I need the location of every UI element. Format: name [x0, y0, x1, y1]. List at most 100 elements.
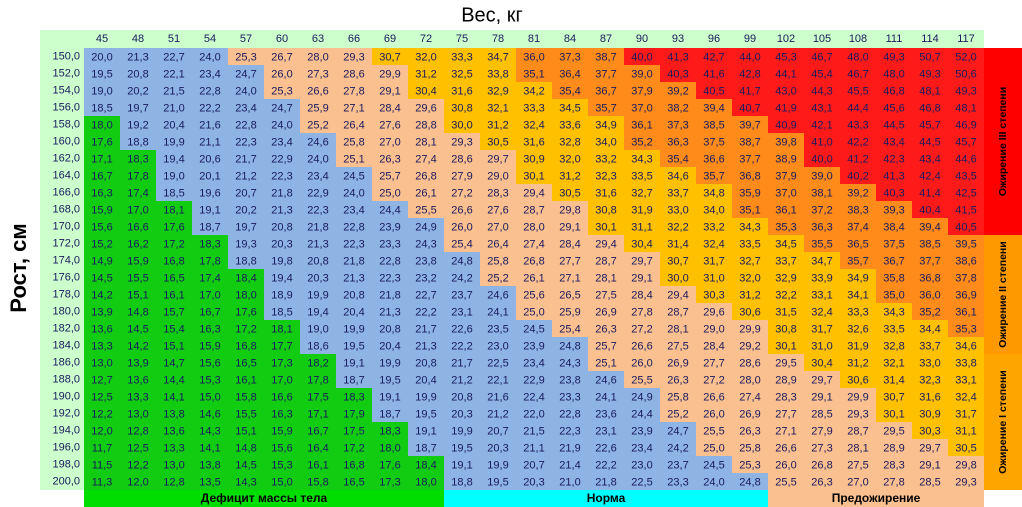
bmi-cell: [912, 252, 948, 269]
bmi-cell: [372, 371, 408, 388]
bmi-value: 27,4: [523, 238, 544, 250]
bmi-cell: [336, 167, 372, 184]
bmi-value: 25,1: [595, 357, 616, 369]
bmi-cell: [516, 99, 552, 116]
bmi-cell: [732, 303, 768, 320]
bmi-cell: [228, 473, 264, 490]
bmi-value: 31,7: [811, 323, 832, 335]
bmi-value: 12,5: [91, 391, 112, 403]
bmi-cell: [480, 422, 516, 439]
height-label: 150,0: [52, 50, 80, 62]
bmi-cell: [696, 337, 732, 354]
bmi-value: 18,3: [127, 153, 148, 165]
bmi-cell: [264, 439, 300, 456]
bmi-cell: [840, 82, 876, 99]
bmi-cell: [840, 320, 876, 337]
bmi-value: 50,7: [919, 51, 940, 63]
bmi-value: 40,3: [883, 187, 904, 199]
bmi-value: 23,8: [415, 255, 436, 267]
bmi-value: 19,4: [307, 306, 328, 318]
bmi-value: 28,0: [523, 221, 544, 233]
bmi-value: 14,2: [91, 289, 112, 301]
bmi-value: 22,9: [523, 374, 544, 386]
bmi-value: 15,8: [307, 476, 328, 488]
bmi-value: 28,0: [739, 374, 760, 386]
bmi-cell: [804, 286, 840, 303]
bmi-cell: [408, 269, 444, 286]
bmi-value: 41,6: [703, 68, 724, 80]
bmi-value: 31,1: [631, 221, 652, 233]
bmi-cell: [156, 65, 192, 82]
bmi-cell: [228, 235, 264, 252]
bmi-value: 27,5: [595, 289, 616, 301]
bmi-cell: [804, 218, 840, 235]
bmi-value: 29,1: [811, 391, 832, 403]
bmi-cell: [696, 184, 732, 201]
bmi-cell: [588, 48, 624, 65]
bmi-value: 17,8: [199, 255, 220, 267]
bmi-value: 33,2: [595, 153, 616, 165]
bmi-cell: [120, 133, 156, 150]
bmi-value: 14,3: [199, 425, 220, 437]
bmi-value: 18,7: [199, 221, 220, 233]
bmi-value: 16,3: [91, 187, 112, 199]
bmi-value: 22,2: [415, 306, 436, 318]
bmi-cell: [372, 354, 408, 371]
bmi-cell: [912, 269, 948, 286]
bmi-value: 33,7: [775, 255, 796, 267]
bmi-value: 16,5: [163, 272, 184, 284]
bmi-value: 35,2: [631, 136, 652, 148]
bmi-value: 26,1: [415, 187, 436, 199]
bmi-cell: [948, 439, 984, 456]
bmi-value: 28,4: [703, 340, 724, 352]
bmi-value: 28,5: [919, 476, 940, 488]
bmi-value: 14,9: [91, 255, 112, 267]
bmi-cell: [516, 65, 552, 82]
bmi-value: 30,0: [451, 119, 472, 131]
bmi-value: 21,8: [271, 187, 292, 199]
bmi-cell: [732, 218, 768, 235]
bmi-cell: [192, 184, 228, 201]
bmi-value: 23,0: [631, 459, 652, 471]
bmi-cell: [264, 473, 300, 490]
bmi-value: 17,0: [271, 374, 292, 386]
bmi-value: 28,7: [595, 255, 616, 267]
bmi-cell: [804, 150, 840, 167]
bmi-value: 35,7: [595, 102, 616, 114]
bmi-value: 26,0: [631, 357, 652, 369]
bmi-value: 25,7: [379, 170, 400, 182]
bmi-value: 21,3: [415, 340, 436, 352]
bmi-cell: [732, 286, 768, 303]
weight-label: 69: [384, 33, 396, 45]
bmi-cell: [480, 150, 516, 167]
bmi-cell: [444, 167, 480, 184]
bmi-cell: [948, 116, 984, 133]
bmi-value: 21,6: [487, 391, 508, 403]
weight-label: 51: [168, 33, 180, 45]
bmi-value: 28,6: [451, 153, 472, 165]
bmi-value: 29,3: [451, 136, 472, 148]
bmi-cell: [372, 388, 408, 405]
bmi-cell: [624, 184, 660, 201]
bmi-cell: [444, 405, 480, 422]
bmi-cell: [120, 473, 156, 490]
bmi-cell: [912, 405, 948, 422]
weight-label: 81: [528, 33, 540, 45]
bmi-value: 33,5: [739, 238, 760, 250]
bmi-value: 32,8: [559, 136, 580, 148]
bmi-cell: [336, 184, 372, 201]
bmi-cell: [228, 184, 264, 201]
bmi-value: 19,5: [379, 374, 400, 386]
bmi-value: 13,3: [163, 442, 184, 454]
bmi-value: 28,6: [343, 68, 364, 80]
bmi-cell: [768, 269, 804, 286]
bmi-value: 21,9: [559, 442, 580, 454]
bmi-cell: [480, 252, 516, 269]
bmi-value: 19,9: [307, 289, 328, 301]
bmi-cell: [552, 48, 588, 65]
bmi-value: 24,0: [199, 51, 220, 63]
bmi-value: 29,9: [739, 323, 760, 335]
bmi-value: 41,4: [919, 187, 940, 199]
bmi-value: 15,1: [163, 340, 184, 352]
bmi-cell: [156, 439, 192, 456]
